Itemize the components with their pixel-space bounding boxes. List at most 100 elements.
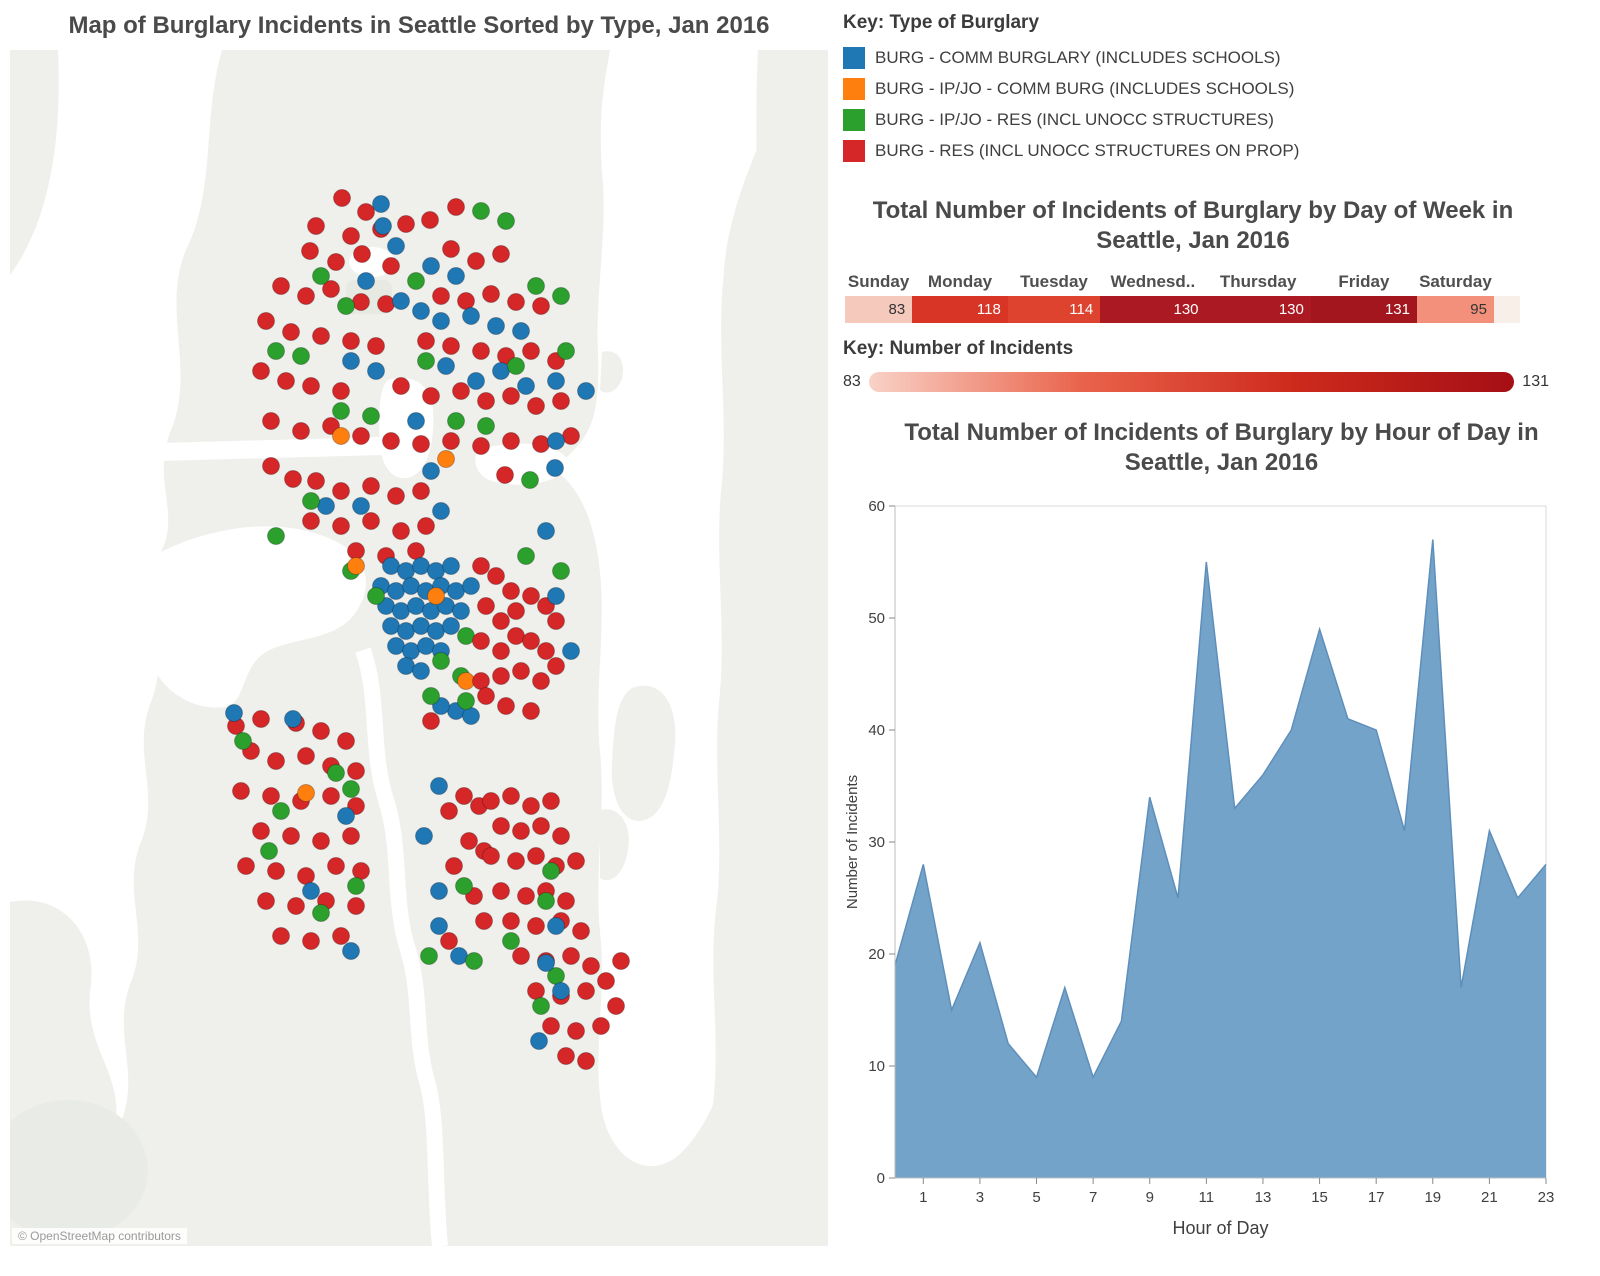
incident-dot[interactable] xyxy=(422,387,440,405)
incident-dot[interactable] xyxy=(492,612,510,630)
incident-dot[interactable] xyxy=(577,382,595,400)
incident-dot[interactable] xyxy=(517,547,535,565)
incident-dot[interactable] xyxy=(257,312,275,330)
legend-item-comm-burglary[interactable]: BURG - COMM BURGLARY (INCLUDES SCHOOLS) xyxy=(843,42,1299,73)
incident-dot[interactable] xyxy=(387,237,405,255)
incident-dot[interactable] xyxy=(292,422,310,440)
incident-dot[interactable] xyxy=(382,432,400,450)
incident-dot[interactable] xyxy=(497,212,515,230)
incident-dot[interactable] xyxy=(332,482,350,500)
incident-dot[interactable] xyxy=(352,862,370,880)
incident-dot[interactable] xyxy=(492,882,510,900)
incident-dot[interactable] xyxy=(562,947,580,965)
incident-dot[interactable] xyxy=(252,822,270,840)
incident-dot[interactable] xyxy=(412,482,430,500)
incident-dot[interactable] xyxy=(312,904,330,922)
incident-dot[interactable] xyxy=(512,322,530,340)
incident-dot[interactable] xyxy=(262,457,280,475)
incident-dot[interactable] xyxy=(467,372,485,390)
incident-dot[interactable] xyxy=(267,342,285,360)
incident-dot[interactable] xyxy=(592,1017,610,1035)
incident-dot[interactable] xyxy=(352,497,370,515)
incident-dot[interactable] xyxy=(252,362,270,380)
incident-dot[interactable] xyxy=(237,857,255,875)
incident-dot[interactable] xyxy=(415,827,433,845)
incident-dot[interactable] xyxy=(472,632,490,650)
incident-dot[interactable] xyxy=(547,432,565,450)
incident-dot[interactable] xyxy=(512,822,530,840)
incident-dot[interactable] xyxy=(507,602,525,620)
incident-dot[interactable] xyxy=(307,217,325,235)
incident-dot[interactable] xyxy=(462,307,480,325)
day-bar-segment[interactable]: 130 xyxy=(1100,296,1206,323)
incident-dot[interactable] xyxy=(342,780,360,798)
incident-dot[interactable] xyxy=(437,357,455,375)
incident-dot[interactable] xyxy=(421,211,439,229)
incident-dot[interactable] xyxy=(552,827,570,845)
incident-dot[interactable] xyxy=(557,1047,575,1065)
incident-dot[interactable] xyxy=(440,932,458,950)
incident-dot[interactable] xyxy=(297,867,315,885)
incident-dot[interactable] xyxy=(412,435,430,453)
incident-dot[interactable] xyxy=(382,557,400,575)
incident-dot[interactable] xyxy=(547,917,565,935)
incident-dot[interactable] xyxy=(455,877,473,895)
incident-dot[interactable] xyxy=(447,412,465,430)
incident-dot[interactable] xyxy=(537,892,555,910)
incident-dot[interactable] xyxy=(445,857,463,875)
day-bar-segment[interactable]: 83 xyxy=(845,296,913,323)
incident-dot[interactable] xyxy=(562,642,580,660)
incident-dot[interactable] xyxy=(422,257,440,275)
incident-dot[interactable] xyxy=(312,722,330,740)
incident-dot[interactable] xyxy=(392,522,410,540)
incident-dot[interactable] xyxy=(312,327,330,345)
incident-dot[interactable] xyxy=(407,542,425,560)
incident-dot[interactable] xyxy=(432,287,450,305)
incident-dot[interactable] xyxy=(472,342,490,360)
incident-dot[interactable] xyxy=(522,632,540,650)
incident-dot[interactable] xyxy=(607,997,625,1015)
incident-dot[interactable] xyxy=(342,227,360,245)
incident-dot[interactable] xyxy=(347,877,365,895)
incident-dot[interactable] xyxy=(257,892,275,910)
incident-dot[interactable] xyxy=(430,917,448,935)
incident-dot[interactable] xyxy=(512,947,530,965)
incident-dot[interactable] xyxy=(397,657,415,675)
incident-dot[interactable] xyxy=(452,602,470,620)
incident-dot[interactable] xyxy=(272,802,290,820)
incident-dot[interactable] xyxy=(507,293,525,311)
incident-dot[interactable] xyxy=(357,203,375,221)
incident-dot[interactable] xyxy=(482,847,500,865)
incident-dot[interactable] xyxy=(297,287,315,305)
incident-dot[interactable] xyxy=(342,942,360,960)
incident-dot[interactable] xyxy=(437,450,455,468)
incident-dot[interactable] xyxy=(487,567,505,585)
incident-dot[interactable] xyxy=(392,377,410,395)
incident-dot[interactable] xyxy=(412,617,430,635)
incident-dot[interactable] xyxy=(357,272,375,290)
incident-dot[interactable] xyxy=(417,637,435,655)
incident-dot[interactable] xyxy=(297,747,315,765)
incident-dot[interactable] xyxy=(382,617,400,635)
incident-dot[interactable] xyxy=(284,710,302,728)
incident-dot[interactable] xyxy=(496,466,514,484)
incident-dot[interactable] xyxy=(527,917,545,935)
incident-dot[interactable] xyxy=(430,882,448,900)
incident-dot[interactable] xyxy=(557,342,575,360)
incident-dot[interactable] xyxy=(527,982,545,1000)
incident-dot[interactable] xyxy=(440,802,458,820)
incident-dot[interactable] xyxy=(282,827,300,845)
incident-dot[interactable] xyxy=(353,245,371,263)
incident-dot[interactable] xyxy=(297,784,315,802)
incident-dot[interactable] xyxy=(302,932,320,950)
incident-dot[interactable] xyxy=(502,387,520,405)
incident-dot[interactable] xyxy=(282,323,300,341)
incident-dot[interactable] xyxy=(427,622,445,640)
incident-dot[interactable] xyxy=(302,377,320,395)
incident-dot[interactable] xyxy=(332,382,350,400)
incident-dot[interactable] xyxy=(577,982,595,1000)
incident-dot[interactable] xyxy=(382,257,400,275)
incident-dot[interactable] xyxy=(287,897,305,915)
incident-dot[interactable] xyxy=(272,927,290,945)
incident-dot[interactable] xyxy=(447,582,465,600)
